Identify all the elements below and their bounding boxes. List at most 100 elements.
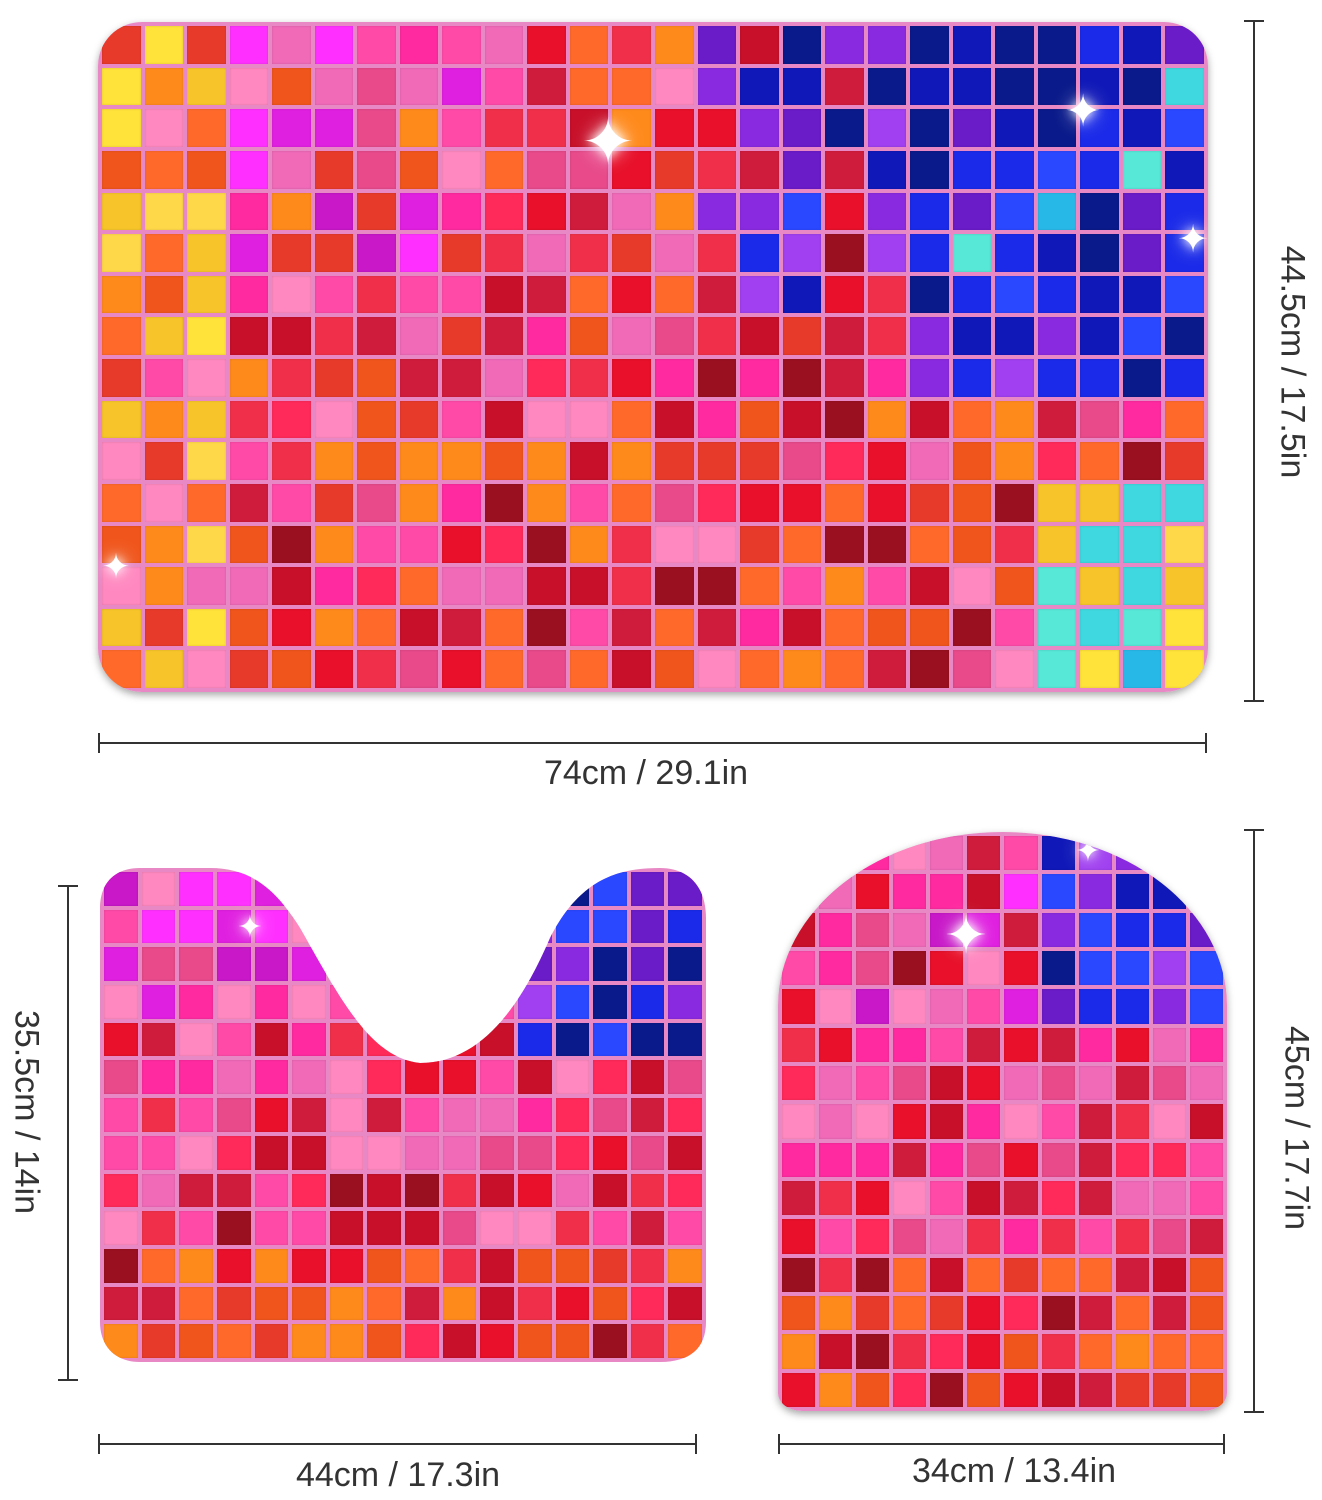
sparkle-icon: ✦ xyxy=(1177,219,1208,261)
mosaic-tile xyxy=(967,1142,1001,1177)
mosaic-tile xyxy=(518,1211,552,1245)
mosaic-tile xyxy=(1115,1295,1149,1331)
mosaic-tile xyxy=(399,192,439,231)
mosaic-tile xyxy=(1165,359,1204,397)
mosaic-tile xyxy=(612,234,651,272)
mosaic-tile xyxy=(1152,1372,1186,1407)
mosaic-tile xyxy=(856,1180,890,1216)
mosaic-tile xyxy=(1122,275,1162,314)
mosaic-tile xyxy=(1165,192,1204,231)
mosaic-tile xyxy=(1041,989,1075,1024)
mosaic-tile xyxy=(142,1287,176,1321)
mosaic-tile xyxy=(102,26,141,64)
mosaic-tile xyxy=(819,1065,853,1101)
mosaic-tile xyxy=(819,912,853,947)
mosaic-tile xyxy=(1152,1104,1186,1139)
mosaic-tile xyxy=(782,359,822,397)
mosaic-tile xyxy=(893,912,927,947)
mosaic-tile xyxy=(1122,442,1162,480)
mosaic-tile xyxy=(272,400,311,439)
mosaic-tile xyxy=(967,874,1001,909)
mosaic-tile xyxy=(443,1287,477,1321)
mosaic-tile xyxy=(104,1211,138,1245)
mosaic-tile xyxy=(1037,317,1077,355)
mosaic-tile xyxy=(357,150,396,189)
mosaic-tile xyxy=(1080,192,1119,231)
mosaic-tile xyxy=(142,872,176,906)
mosaic-tile xyxy=(967,912,1001,947)
mosaic-tile xyxy=(995,109,1034,147)
mosaic-tile xyxy=(1004,1295,1038,1331)
mosaic-tile xyxy=(1189,1219,1223,1254)
mosaic-tile xyxy=(819,1219,853,1254)
mosaic-tile xyxy=(399,317,439,355)
mosaic-tile xyxy=(668,872,702,906)
lid-cover-height-line xyxy=(1253,830,1255,1412)
mosaic-tile xyxy=(569,650,609,688)
mosaic-tile xyxy=(527,150,566,189)
mosaic-tile xyxy=(367,947,401,981)
mosaic-tile xyxy=(740,608,779,647)
mosaic-tile xyxy=(229,650,269,688)
mosaic-tile xyxy=(179,1136,213,1170)
mosaic-tile xyxy=(1041,1257,1075,1292)
mosaic-tile xyxy=(1080,26,1119,64)
mosaic-tile xyxy=(819,1180,853,1216)
mosaic-tile xyxy=(1122,317,1162,355)
mosaic-tile xyxy=(697,400,737,439)
mosaic-tile xyxy=(405,985,439,1019)
mosaic-tile xyxy=(1080,359,1119,397)
lid-cover-height-tick-top xyxy=(1244,829,1264,831)
bath-mat: ✦ ✦ ✦ ✦ xyxy=(98,22,1208,692)
mosaic-tile xyxy=(825,442,864,480)
mosaic-tile xyxy=(1037,234,1077,272)
mosaic-tile xyxy=(612,192,651,231)
mosaic-tile xyxy=(819,989,853,1024)
mosaic-tile xyxy=(405,1249,439,1283)
mosaic-tile xyxy=(1080,650,1119,688)
mosaic-tile xyxy=(1165,525,1204,564)
mosaic-tile xyxy=(187,317,226,355)
mosaic-tile xyxy=(1037,67,1077,106)
mosaic-tile xyxy=(995,234,1034,272)
mosaic-tile xyxy=(697,525,737,564)
mosaic-tile xyxy=(292,910,326,944)
mosaic-tile xyxy=(255,1211,289,1245)
mosaic-tile xyxy=(782,442,822,480)
mosaic-tile xyxy=(995,400,1034,439)
bath-mat-width-label: 74cm / 29.1in xyxy=(543,754,749,792)
mosaic-tile xyxy=(967,1027,1001,1062)
mosaic-tile xyxy=(819,1372,853,1407)
mosaic-tile xyxy=(484,483,524,522)
mosaic-tile xyxy=(292,1023,326,1057)
mosaic-tile xyxy=(330,1098,364,1132)
mosaic-tile xyxy=(631,1098,665,1132)
mosaic-tile xyxy=(527,67,566,106)
mosaic-tile xyxy=(819,1104,853,1139)
mosaic-tile xyxy=(1041,1104,1075,1139)
mosaic-tile xyxy=(484,275,524,314)
mosaic-tile xyxy=(144,400,184,439)
mosaic-tile xyxy=(1115,836,1149,871)
mosaic-tile xyxy=(1165,442,1204,480)
mosaic-tile xyxy=(856,950,890,986)
mosaic-tile xyxy=(102,525,141,564)
mosaic-tile xyxy=(612,109,651,147)
mosaic-tile xyxy=(104,1136,138,1170)
mosaic-tile xyxy=(1037,109,1077,147)
mosaic-tile xyxy=(782,1065,816,1101)
mosaic-tile xyxy=(314,67,354,106)
mosaic-tile xyxy=(967,1334,1001,1369)
mosaic-tile xyxy=(893,950,927,986)
mosaic-tile xyxy=(893,1180,927,1216)
mosaic-tile xyxy=(569,525,609,564)
mosaic-tile xyxy=(292,985,326,1019)
mosaic-tile xyxy=(330,1211,364,1245)
mosaic-tile xyxy=(654,442,694,480)
mosaic-tile xyxy=(104,1324,138,1358)
mosaic-tile xyxy=(867,150,907,189)
mosaic-tile xyxy=(593,872,627,906)
mosaic-tile xyxy=(405,947,439,981)
mosaic-tile xyxy=(995,275,1034,314)
mosaic-tile xyxy=(527,567,566,605)
